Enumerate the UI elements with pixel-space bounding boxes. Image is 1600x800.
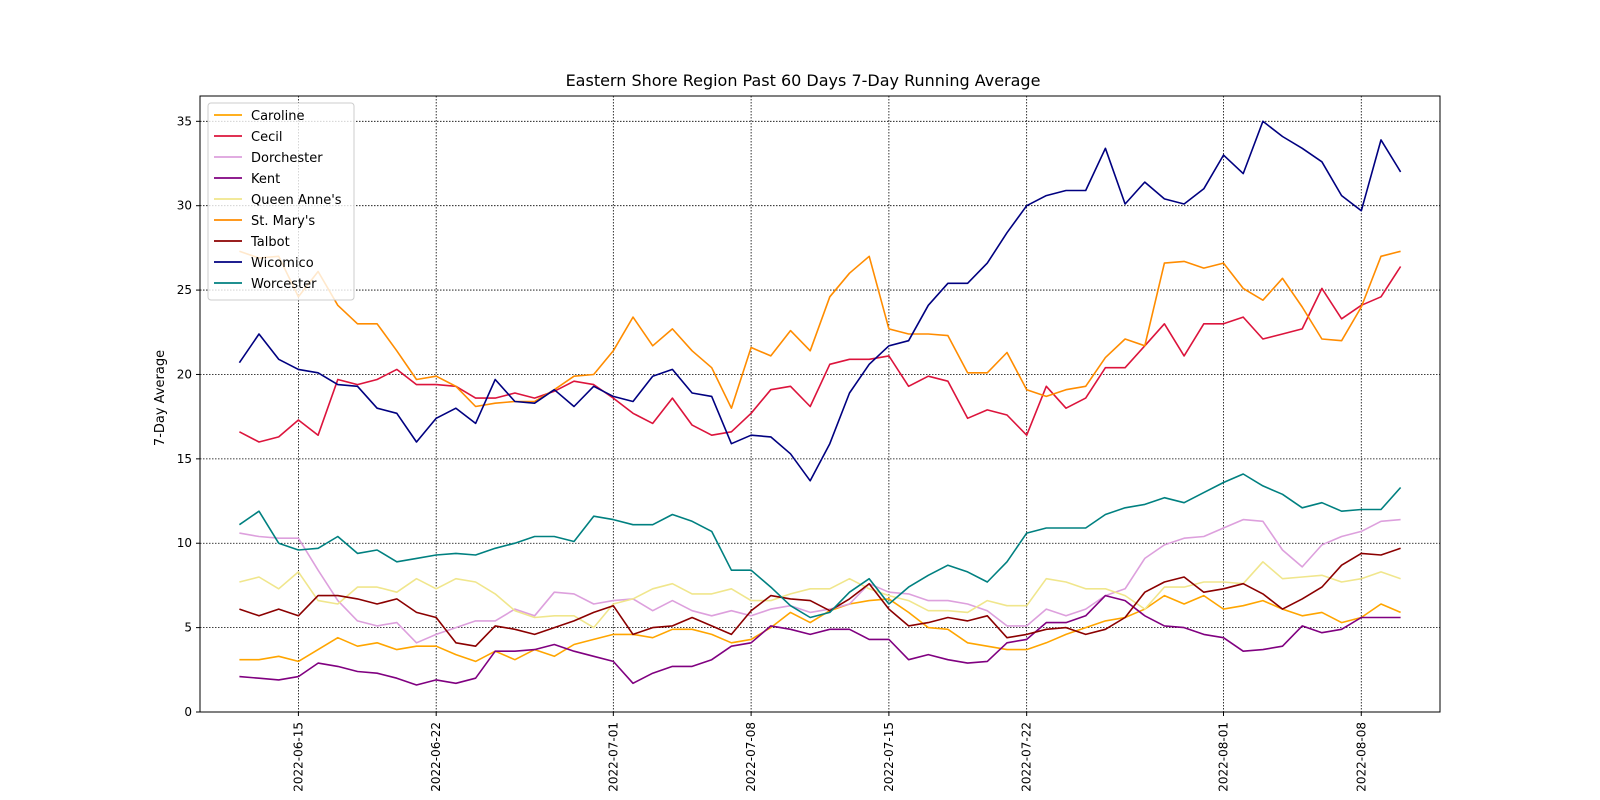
legend-entry: Queen Anne's (251, 193, 342, 208)
series-line-6 (239, 547, 1401, 648)
y-tick-label: 15 (177, 452, 192, 466)
legend-entry: Wicomico (251, 256, 314, 271)
legend-entry: St. Mary's (251, 214, 315, 229)
x-tick-label: 2022-06-15 (291, 722, 305, 792)
series-line-4 (239, 560, 1401, 629)
plot-area-border (199, 95, 1441, 713)
x-tick-label: 2022-07-01 (606, 722, 620, 792)
x-tick-label: 2022-07-22 (1020, 722, 1034, 792)
legend-entry: Kent (251, 172, 280, 187)
x-axis-ticks: 2022-06-15 2022-06-22 2022-07-01 2022-07-08… (291, 712, 1368, 792)
y-axis-label: 7-Day Average (153, 350, 168, 446)
legend: Caroline Cecil Dorchester Kent Queen Anne's S… (207, 102, 355, 301)
legend-entry: Cecil (251, 130, 282, 145)
series-line-5 (239, 250, 1401, 410)
x-tick-label: 2022-06-22 (429, 722, 443, 792)
y-tick-label: 10 (177, 536, 192, 550)
legend-entry: Talbot (250, 235, 290, 250)
grid (200, 96, 1440, 713)
y-tick-label: 35 (177, 114, 192, 128)
y-tick-label: 30 (177, 199, 192, 213)
series-line-1 (239, 266, 1402, 443)
x-tick-label: 2022-07-15 (882, 722, 896, 792)
legend-entry: Dorchester (251, 151, 323, 166)
series-line-7 (238, 120, 1402, 482)
y-tick-label: 5 (184, 621, 192, 635)
legend-entry: Caroline (251, 109, 305, 124)
series-line-8 (238, 473, 1402, 619)
series-line-3 (239, 594, 1401, 686)
y-tick-label: 25 (177, 283, 192, 297)
legend-box (207, 102, 355, 301)
x-tick-label: 2022-08-01 (1216, 722, 1230, 792)
chart-title: Eastern Shore Region Past 60 Days 7-Day … (566, 71, 1041, 90)
series-line-2 (239, 518, 1401, 644)
x-tick-label: 2022-08-08 (1354, 722, 1368, 792)
y-axis-ticks: 0 5 10 15 20 25 30 35 (177, 114, 200, 719)
y-tick-label: 0 (184, 705, 192, 719)
x-tick-label: 2022-07-08 (744, 722, 758, 792)
series-line-0 (239, 594, 1401, 663)
y-tick-label: 20 (177, 367, 192, 381)
series-lines (238, 120, 1402, 686)
legend-entry: Worcester (251, 277, 317, 292)
